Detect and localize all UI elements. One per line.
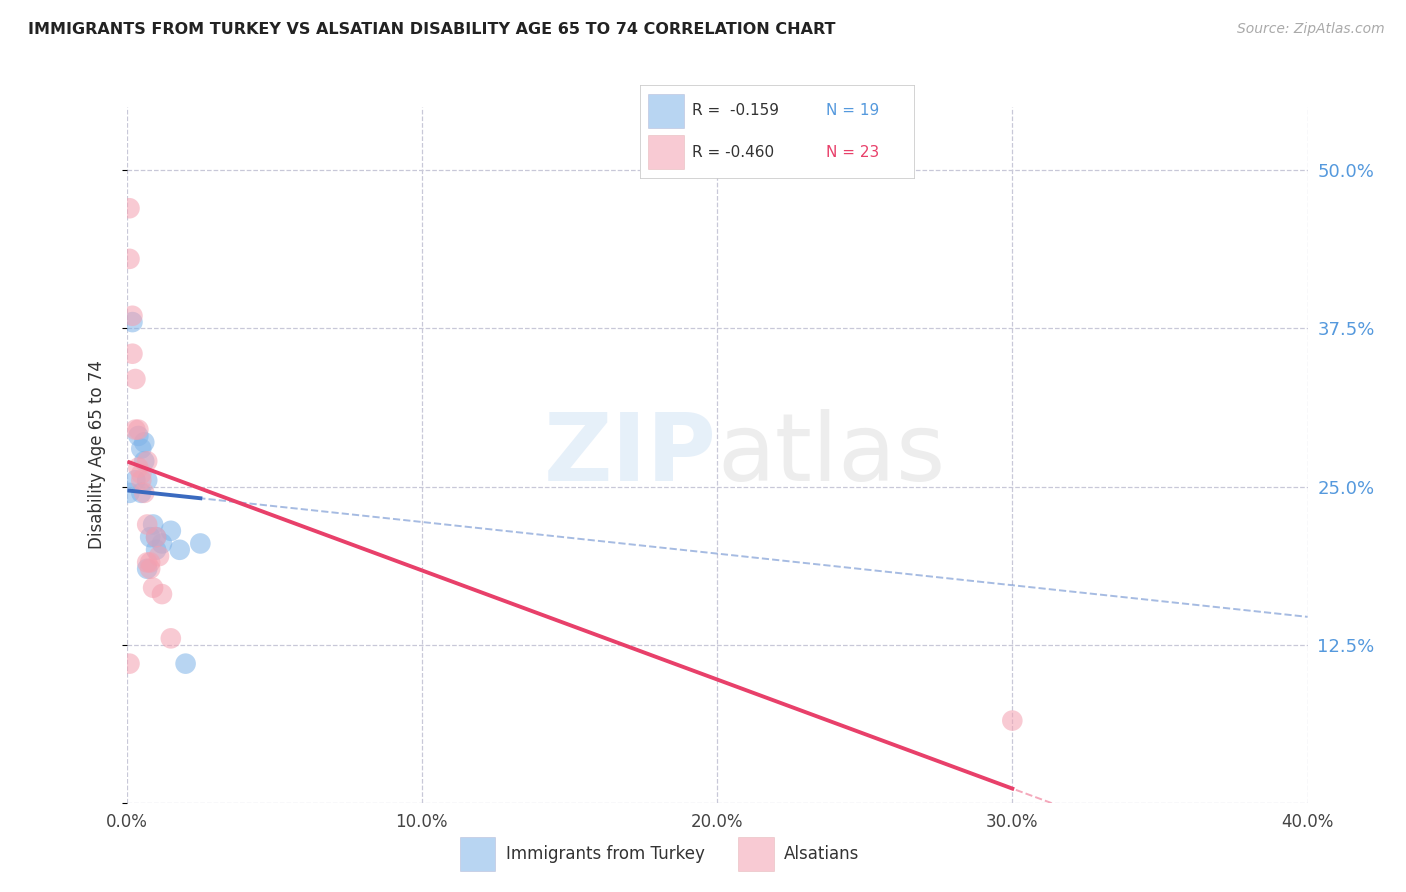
Point bbox=[150, 536, 173, 550]
Point bbox=[148, 549, 170, 563]
Point bbox=[136, 562, 159, 576]
Point bbox=[145, 530, 167, 544]
Point bbox=[134, 435, 156, 450]
Text: R =  -0.159: R = -0.159 bbox=[692, 103, 779, 119]
Text: R = -0.460: R = -0.460 bbox=[692, 145, 773, 160]
Point bbox=[127, 423, 149, 437]
Text: ZIP: ZIP bbox=[544, 409, 717, 501]
Point bbox=[118, 252, 141, 266]
Point bbox=[136, 473, 159, 487]
Point bbox=[139, 556, 162, 570]
Y-axis label: Disability Age 65 to 74: Disability Age 65 to 74 bbox=[87, 360, 105, 549]
Point bbox=[188, 536, 211, 550]
Point bbox=[136, 454, 159, 468]
Point bbox=[145, 530, 167, 544]
Point bbox=[139, 562, 162, 576]
Text: atlas: atlas bbox=[717, 409, 945, 501]
Point bbox=[118, 201, 141, 215]
Text: Alsatians: Alsatians bbox=[785, 845, 859, 863]
Point bbox=[134, 454, 156, 468]
Point bbox=[129, 473, 153, 487]
Point bbox=[129, 467, 153, 481]
Point bbox=[121, 315, 143, 329]
Point bbox=[124, 372, 146, 386]
Point bbox=[159, 632, 183, 646]
Point bbox=[1001, 714, 1024, 728]
FancyBboxPatch shape bbox=[648, 136, 683, 169]
Point bbox=[118, 657, 141, 671]
Point bbox=[142, 517, 165, 532]
Bar bbox=[460, 837, 495, 871]
Point bbox=[129, 486, 153, 500]
Point bbox=[136, 556, 159, 570]
Text: IMMIGRANTS FROM TURKEY VS ALSATIAN DISABILITY AGE 65 TO 74 CORRELATION CHART: IMMIGRANTS FROM TURKEY VS ALSATIAN DISAB… bbox=[28, 22, 835, 37]
Point bbox=[139, 530, 162, 544]
Point bbox=[142, 581, 165, 595]
Text: N = 23: N = 23 bbox=[827, 145, 879, 160]
Text: Source: ZipAtlas.com: Source: ZipAtlas.com bbox=[1237, 22, 1385, 37]
Text: Immigrants from Turkey: Immigrants from Turkey bbox=[506, 845, 704, 863]
Point bbox=[174, 657, 197, 671]
Point bbox=[124, 423, 146, 437]
Text: N = 19: N = 19 bbox=[827, 103, 879, 119]
Bar bbox=[738, 837, 773, 871]
Point bbox=[169, 542, 191, 557]
Point bbox=[150, 587, 173, 601]
Point bbox=[121, 347, 143, 361]
Point bbox=[124, 473, 146, 487]
Point bbox=[129, 442, 153, 456]
Point bbox=[136, 517, 159, 532]
Point bbox=[134, 486, 156, 500]
Point bbox=[159, 524, 183, 538]
Point bbox=[121, 309, 143, 323]
Point bbox=[118, 486, 141, 500]
Point bbox=[145, 542, 167, 557]
Point bbox=[127, 460, 149, 475]
FancyBboxPatch shape bbox=[648, 95, 683, 128]
Point bbox=[127, 429, 149, 443]
